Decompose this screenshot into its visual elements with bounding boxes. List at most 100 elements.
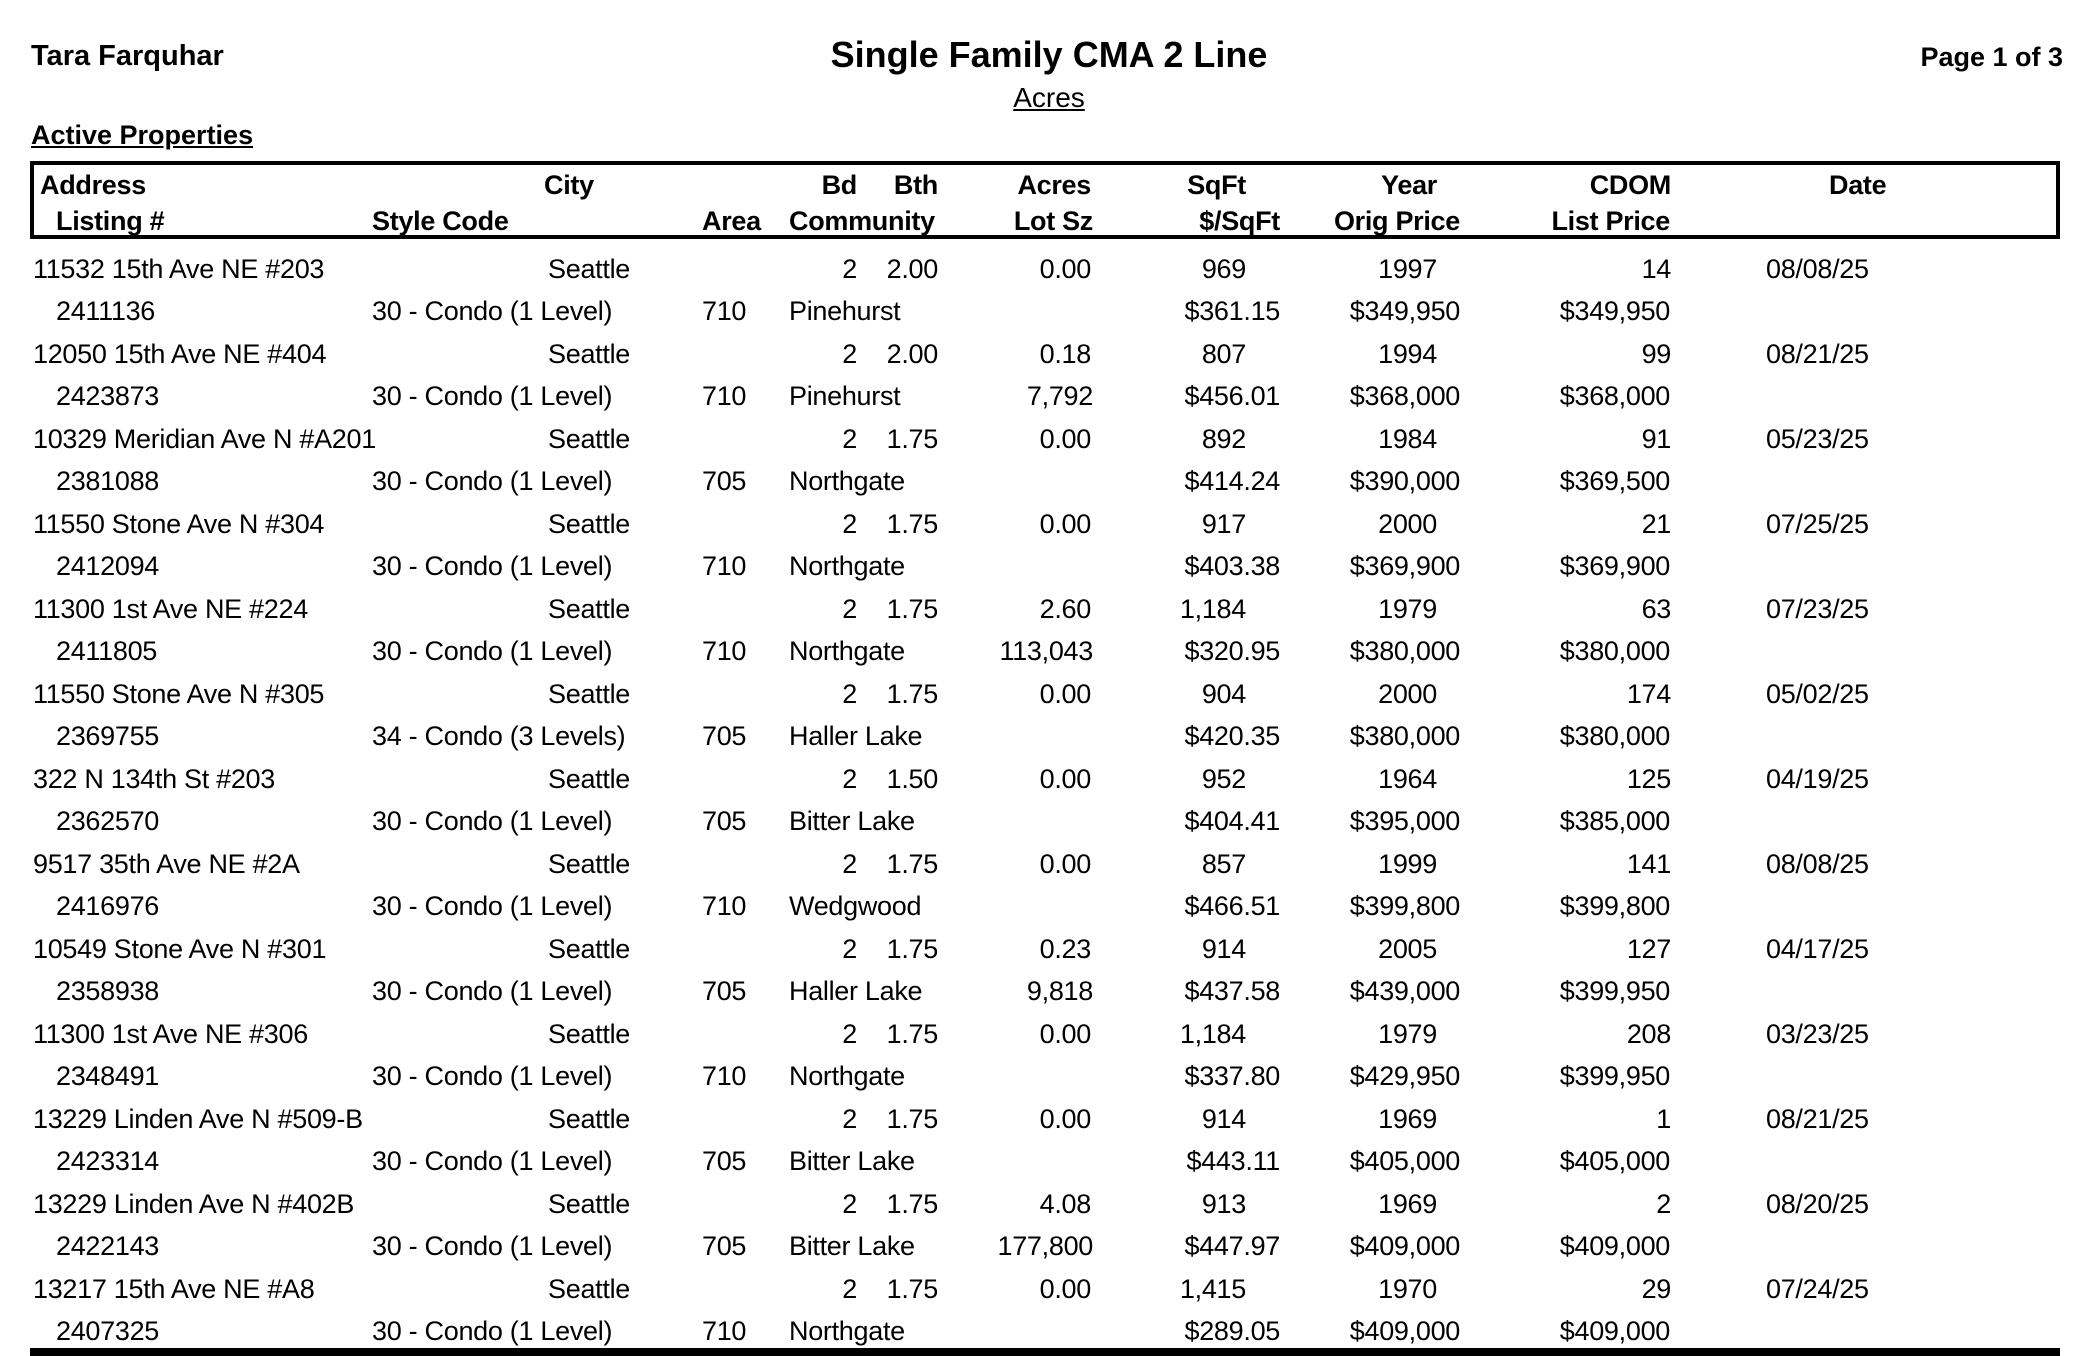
area-cell: 705 <box>702 806 747 837</box>
orig-price-cell: $429,950 <box>1349 1061 1461 1092</box>
year-cell: 1969 <box>1378 1188 1437 1219</box>
agent-name: Tara Farquhar <box>31 40 224 72</box>
community-cell: Bitter Lake <box>789 1146 915 1177</box>
style-code-cell: 30 - Condo (1 Level) <box>372 1061 613 1092</box>
year-cell: 1979 <box>1378 593 1437 624</box>
table-body: 11532 15th Ave NE #203 Seattle 2 2.00 0.… <box>0 248 2098 1353</box>
property-row: 12050 15th Ave NE #404 Seattle 2 2.00 0.… <box>0 333 2098 418</box>
col-header-orig-price: Orig Price <box>1333 205 1460 236</box>
listing-number-cell: 2411805 <box>56 636 158 667</box>
col-header-price-sqft: $/SqFt <box>1199 205 1280 236</box>
address-cell: 13217 15th Ave NE #A8 <box>33 1273 315 1304</box>
city-cell: Seattle <box>548 848 630 879</box>
bth-cell: 1.75 <box>886 1188 939 1219</box>
acres-cell: 0.18 <box>1039 338 1092 369</box>
listing-number-cell: 2422143 <box>56 1231 160 1262</box>
city-cell: Seattle <box>548 763 630 794</box>
cdom-cell: 127 <box>1626 933 1671 964</box>
lot-size-cell <box>920 801 1093 844</box>
city-cell: Seattle <box>548 253 630 284</box>
lot-size-cell <box>920 886 1093 929</box>
cdom-cell: 29 <box>1641 1273 1672 1304</box>
area-cell: 710 <box>702 891 747 922</box>
property-row: 10549 Stone Ave N #301 Seattle 2 1.75 0.… <box>0 928 2098 1013</box>
year-cell: 1970 <box>1378 1273 1437 1304</box>
lot-size-cell <box>920 461 1093 504</box>
date-cell: 08/20/25 <box>1766 1188 1869 1219</box>
city-cell: Seattle <box>548 1188 630 1219</box>
bd-cell: 2 <box>842 1018 857 1049</box>
sqft-cell: 1,415 <box>1179 1273 1246 1304</box>
acres-cell: 0.00 <box>1039 1273 1092 1304</box>
property-line-2: 2416976 30 - Condo (1 Level) 710 Wedgwoo… <box>0 886 2098 929</box>
orig-price-cell: $439,000 <box>1349 976 1461 1007</box>
cdom-cell: 208 <box>1626 1018 1671 1049</box>
table-header-line-1: Address City Bd Bth Acres SqFt Year CDOM… <box>0 166 2098 204</box>
area-cell: 705 <box>702 1231 747 1262</box>
year-cell: 1994 <box>1378 338 1437 369</box>
listing-number-cell: 2381088 <box>56 466 160 497</box>
community-cell: Northgate <box>789 551 905 582</box>
property-row: 11550 Stone Ave N #304 Seattle 2 1.75 0.… <box>0 503 2098 588</box>
col-header-cdom: CDOM <box>1589 169 1672 200</box>
listing-number-cell: 2412094 <box>56 551 160 582</box>
date-cell: 04/19/25 <box>1766 763 1869 794</box>
bth-cell: 1.75 <box>886 933 939 964</box>
property-line-2: 2411805 30 - Condo (1 Level) 710 Northga… <box>0 631 2098 674</box>
property-row: 11300 1st Ave NE #224 Seattle 2 1.75 2.6… <box>0 588 2098 673</box>
bth-cell: 1.75 <box>886 508 939 539</box>
acres-cell: 2.60 <box>1039 593 1092 624</box>
bth-cell: 1.50 <box>886 763 939 794</box>
property-line-2: 2411136 30 - Condo (1 Level) 710 Pinehur… <box>0 291 2098 334</box>
address-cell: 11550 Stone Ave N #304 <box>33 508 325 539</box>
cdom-cell: 2 <box>1656 1188 1671 1219</box>
property-line-2: 2348491 30 - Condo (1 Level) 710 Northga… <box>0 1056 2098 1099</box>
bth-cell: 1.75 <box>886 678 939 709</box>
style-code-cell: 30 - Condo (1 Level) <box>372 1231 613 1262</box>
bd-cell: 2 <box>842 678 857 709</box>
next-section-table-border <box>30 1348 2060 1356</box>
sqft-cell: 917 <box>1201 508 1246 539</box>
col-header-year: Year <box>1381 169 1437 200</box>
acres-cell: 0.00 <box>1039 1103 1092 1134</box>
community-cell: Pinehurst <box>789 296 901 327</box>
sqft-cell: 857 <box>1201 848 1246 879</box>
bth-cell: 1.75 <box>886 593 939 624</box>
listing-number-cell: 2362570 <box>56 806 160 837</box>
cdom-cell: 91 <box>1641 423 1672 454</box>
acres-cell: 0.00 <box>1039 763 1092 794</box>
acres-cell: 0.00 <box>1039 1018 1092 1049</box>
listing-number-cell: 2411136 <box>56 296 156 327</box>
page-indicator: Page 1 of 3 <box>1920 42 2063 72</box>
property-row: 11300 1st Ave NE #306 Seattle 2 1.75 0.0… <box>0 1013 2098 1098</box>
address-cell: 10549 Stone Ave N #301 <box>33 933 327 964</box>
bd-cell: 2 <box>842 253 857 284</box>
property-line-2: 2412094 30 - Condo (1 Level) 710 Northga… <box>0 546 2098 589</box>
bd-cell: 2 <box>842 848 857 879</box>
sqft-cell: 892 <box>1201 423 1246 454</box>
date-cell: 07/25/25 <box>1766 508 1869 539</box>
price-per-sqft-cell: $456.01 <box>1184 381 1281 412</box>
date-cell: 08/08/25 <box>1766 848 1869 879</box>
cdom-cell: 125 <box>1626 763 1671 794</box>
bd-cell: 2 <box>842 338 857 369</box>
listing-number-cell: 2423873 <box>56 381 160 412</box>
sqft-cell: 807 <box>1201 338 1246 369</box>
list-price-cell: $399,800 <box>1559 891 1671 922</box>
date-cell: 05/02/25 <box>1766 678 1869 709</box>
lot-size-cell <box>920 1311 1093 1354</box>
lot-size-cell <box>920 546 1093 589</box>
style-code-cell: 30 - Condo (1 Level) <box>372 381 613 412</box>
sqft-cell: 904 <box>1201 678 1246 709</box>
orig-price-cell: $390,000 <box>1349 466 1461 497</box>
community-cell: Haller Lake <box>789 721 923 752</box>
city-cell: Seattle <box>548 423 630 454</box>
community-cell: Bitter Lake <box>789 1231 915 1262</box>
property-line-2: 2358938 30 - Condo (1 Level) 705 Haller … <box>0 971 2098 1014</box>
list-price-cell: $385,000 <box>1559 806 1671 837</box>
cdom-cell: 14 <box>1641 253 1672 284</box>
area-cell: 710 <box>702 381 747 412</box>
price-per-sqft-cell: $289.05 <box>1184 1316 1281 1347</box>
orig-price-cell: $368,000 <box>1349 381 1461 412</box>
area-cell: 705 <box>702 721 747 752</box>
